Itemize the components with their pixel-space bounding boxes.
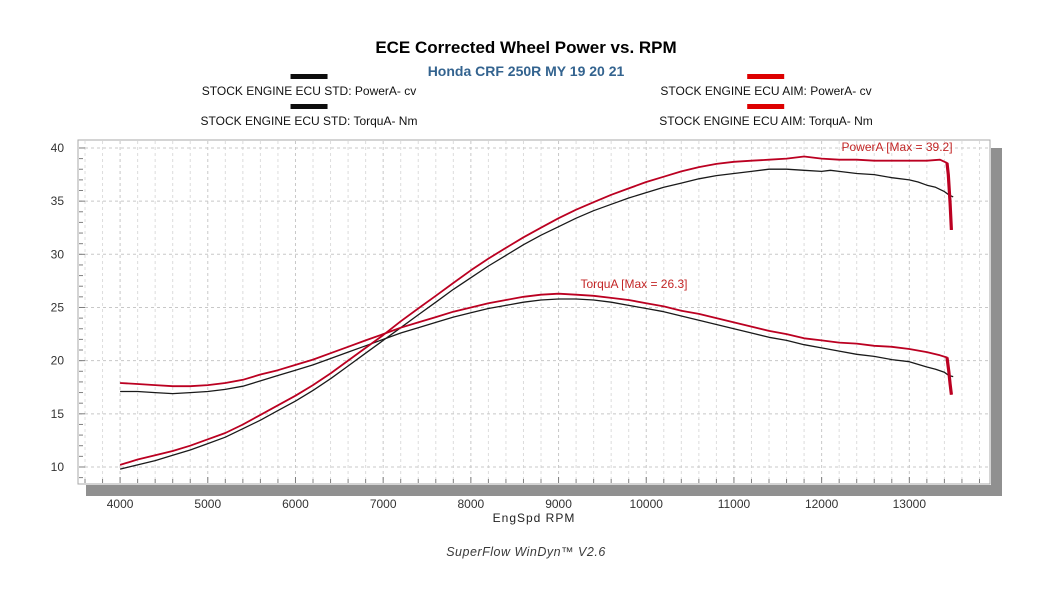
svg-text:10000: 10000: [630, 497, 664, 511]
chart-title: ECE Corrected Wheel Power vs. RPM: [375, 38, 677, 57]
legend-entry-std-torque: STOCK ENGINE ECU STD: TorquA- Nm: [200, 104, 418, 128]
series-line-0: [119, 168, 954, 470]
legend-swatch-aim-torque-icon: [747, 104, 785, 109]
footer-watermark: SuperFlow WinDyn™ V2.6: [446, 545, 606, 559]
svg-text:20: 20: [51, 354, 65, 368]
svg-text:7000: 7000: [370, 497, 397, 511]
torque-max-annotation: TorquA [Max = 26.3]: [580, 277, 688, 292]
svg-text:12000: 12000: [805, 497, 839, 511]
svg-text:8000: 8000: [458, 497, 485, 511]
svg-text:25: 25: [51, 300, 65, 314]
legend-entry-aim-power: STOCK ENGINE ECU AIM: PowerA- cv: [660, 74, 872, 98]
svg-text:9000: 9000: [545, 497, 572, 511]
legend-swatch-std-torque-icon: [290, 104, 328, 109]
series-line-2: [119, 155, 953, 466]
series-lines: [119, 155, 954, 470]
series-line-3-end-drop: [945, 357, 953, 395]
legend-swatch-aim-power-icon: [747, 74, 785, 79]
axis-tick-labels: 4000 5000 6000 7000 8000 9000 10000 11000 12000 1…: [51, 141, 927, 511]
legend-aim-group: STOCK ENGINE ECU AIM: PowerA- cv STOCK E…: [659, 74, 873, 134]
series-line-3: [120, 292, 953, 395]
series-line-2-end-drop: [945, 162, 953, 230]
legend-entry-std-power: STOCK ENGINE ECU STD: PowerA- cv: [202, 74, 416, 98]
x-axis-label: EngSpd RPM: [492, 511, 576, 525]
legend-entry-aim-torque: STOCK ENGINE ECU AIM: TorquA- Nm: [659, 104, 873, 128]
svg-text:30: 30: [51, 247, 65, 261]
plot-border: [77, 139, 991, 485]
svg-text:4000: 4000: [107, 497, 134, 511]
series-line-1: [120, 298, 954, 395]
legend-label-aim-power: STOCK ENGINE ECU AIM: PowerA- cv: [660, 84, 872, 98]
svg-text:10: 10: [51, 460, 65, 474]
svg-text:35: 35: [51, 194, 65, 208]
svg-text:5000: 5000: [194, 497, 221, 511]
axis-ticks: [79, 147, 980, 483]
svg-text:15: 15: [51, 407, 65, 421]
chart-subtitle: Honda CRF 250R MY 19 20 21: [427, 63, 625, 79]
svg-text:6000: 6000: [282, 497, 309, 511]
power-max-annotation: PowerA [Max = 39.2]: [841, 140, 953, 155]
legend-label-std-power: STOCK ENGINE ECU STD: PowerA- cv: [201, 84, 417, 98]
svg-text:13000: 13000: [893, 497, 927, 511]
svg-text:11000: 11000: [718, 497, 751, 511]
legend-label-std-torque: STOCK ENGINE ECU STD: TorquA- Nm: [200, 114, 418, 128]
svg-text:40: 40: [51, 141, 65, 155]
legend-label-aim-torque: STOCK ENGINE ECU AIM: TorquA- Nm: [659, 114, 873, 128]
axis-3d-bars: [86, 148, 1002, 496]
legend-std-group: STOCK ENGINE ECU STD: PowerA- cv STOCK E…: [200, 74, 418, 134]
gridlines: [79, 141, 989, 483]
legend-swatch-std-power-icon: [290, 74, 328, 79]
